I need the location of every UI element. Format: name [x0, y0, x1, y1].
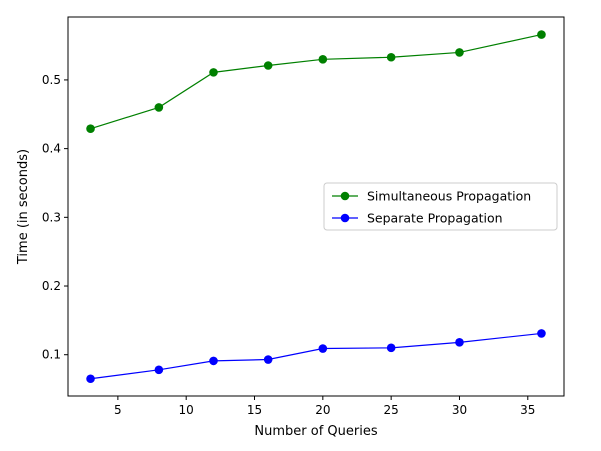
x-axis-label: Number of Queries [254, 424, 377, 439]
data-point [209, 68, 218, 77]
y-axis-ticks: 0.1 0.2 0.3 0.4 0.5 [42, 73, 68, 362]
data-point [455, 338, 464, 347]
y-tick-label: 0.3 [42, 210, 61, 224]
series-layer [86, 30, 546, 384]
data-point [209, 356, 218, 366]
data-point [86, 124, 95, 134]
legend-box [323, 182, 558, 231]
y-tick-label: 0.1 [42, 348, 61, 362]
series-line-1 [90, 332, 542, 380]
series-line-0 [90, 34, 542, 130]
legend: Simultaneous Propagation Separate Propaga… [323, 182, 558, 231]
y-tick-label: 0.5 [42, 73, 61, 87]
x-tick-label: 5 [114, 403, 122, 417]
data-point [263, 355, 273, 364]
x-tick-label: 10 [179, 403, 194, 417]
data-point [318, 344, 328, 353]
x-axis-ticks: 5 10 15 20 25 30 35 [114, 396, 535, 417]
legend-marker [340, 213, 350, 223]
data-point [455, 48, 464, 57]
y-tick-label: 0.4 [42, 142, 61, 156]
data-point [386, 343, 396, 353]
data-point [537, 329, 546, 338]
x-tick-label: 25 [384, 403, 399, 417]
data-point [386, 52, 396, 62]
y-tick-label: 0.2 [42, 279, 61, 293]
data-point [318, 55, 328, 64]
data-point [537, 30, 546, 39]
legend-label: Simultaneous Propagation [367, 189, 531, 204]
x-tick-label: 30 [452, 403, 467, 417]
legend-label: Separate Propagation [367, 211, 503, 226]
data-point [154, 103, 164, 112]
data-point [86, 374, 95, 384]
x-tick-label: 35 [520, 403, 535, 417]
x-tick-label: 15 [247, 403, 262, 417]
data-point [263, 61, 273, 70]
y-axis-label: Time (in seconds) [16, 149, 31, 265]
x-tick-label: 20 [315, 403, 330, 417]
legend-marker [340, 191, 350, 201]
data-point [154, 365, 164, 375]
plot-area-frame [67, 16, 565, 397]
